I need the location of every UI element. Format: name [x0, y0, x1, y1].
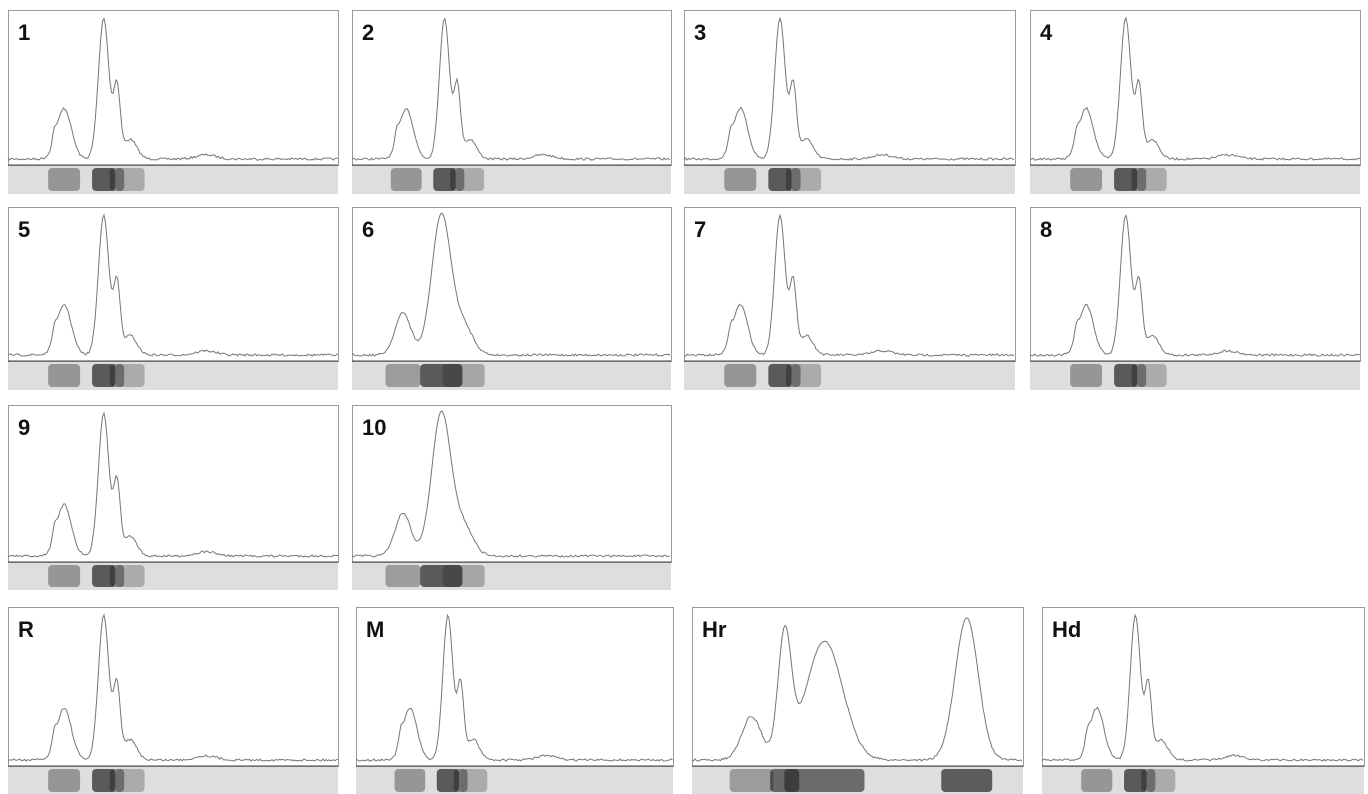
figure: 1 2 3 4 5 6 7 8 9 10 R M Hr Hd — [0, 0, 1368, 794]
plot-frame — [9, 406, 339, 563]
panel-label: 10 — [362, 415, 386, 440]
gel-spot — [1070, 364, 1102, 387]
plot-frame — [9, 208, 339, 362]
panel-label: R — [18, 617, 34, 642]
panel: Hd — [1042, 608, 1365, 794]
gel-spot — [391, 168, 422, 191]
panel: 8 — [1030, 208, 1361, 391]
gel-spot — [941, 769, 992, 792]
plot-frame — [353, 11, 672, 166]
plot-frame — [9, 608, 339, 767]
gel-spot — [1138, 168, 1167, 191]
gel-spot — [395, 769, 426, 792]
plot-frame — [693, 608, 1024, 767]
panel-label: 9 — [18, 415, 30, 440]
panel-label: M — [366, 617, 384, 642]
gel-spot — [48, 364, 80, 387]
panel: 7 — [684, 208, 1016, 391]
gel-spot — [116, 565, 145, 587]
plot-frame — [685, 208, 1016, 362]
gel-spot — [724, 168, 756, 191]
panel: 3 — [684, 11, 1016, 195]
gel-spot — [730, 769, 774, 792]
plot-frame — [353, 208, 672, 362]
plot-frame — [1043, 608, 1365, 767]
plot-frame — [357, 608, 674, 767]
gel-spot — [443, 565, 485, 587]
gel-spot — [385, 364, 420, 387]
gel-spot — [792, 364, 821, 387]
plot-frame — [353, 406, 672, 563]
panel: R — [8, 608, 339, 794]
gel-spot — [116, 364, 145, 387]
gel-spot — [724, 364, 756, 387]
panel-label: 3 — [694, 20, 706, 45]
gel-spot — [459, 769, 487, 792]
panel: 1 — [8, 11, 339, 195]
gel-spot — [1138, 364, 1167, 387]
gel-spot — [443, 364, 485, 387]
panel: 6 — [352, 208, 672, 391]
panel: 4 — [1030, 11, 1361, 195]
gel-spot — [1147, 769, 1175, 792]
panel-label: Hd — [1052, 617, 1081, 642]
plot-frame — [685, 11, 1016, 166]
gel-spot — [1081, 769, 1112, 792]
panel: M — [356, 608, 674, 794]
plot-frame — [1031, 208, 1361, 362]
panel-label: 6 — [362, 217, 374, 242]
gel-spot — [1070, 168, 1102, 191]
panel: 9 — [8, 406, 339, 591]
plot-frame — [1031, 11, 1361, 166]
panel-label: 4 — [1040, 20, 1053, 45]
panel: 2 — [352, 11, 672, 195]
panel: Hr — [692, 608, 1024, 794]
panel: 10 — [352, 406, 672, 591]
gel-spot — [792, 168, 821, 191]
gel-spot — [116, 769, 145, 792]
plot-frame — [9, 11, 339, 166]
gel-spot — [784, 769, 864, 792]
gel-spot — [116, 168, 145, 191]
panel-label: 2 — [362, 20, 374, 45]
panel-label: 8 — [1040, 217, 1052, 242]
panel-label: 1 — [18, 20, 30, 45]
gel-spot — [456, 168, 484, 191]
panel-label: 5 — [18, 217, 30, 242]
gel-spot — [48, 168, 80, 191]
gel-spot — [385, 565, 420, 587]
panel: 5 — [8, 208, 339, 391]
gel-spot — [48, 565, 80, 587]
gel-spot — [48, 769, 80, 792]
panel-label: Hr — [702, 617, 727, 642]
panel-label: 7 — [694, 217, 706, 242]
